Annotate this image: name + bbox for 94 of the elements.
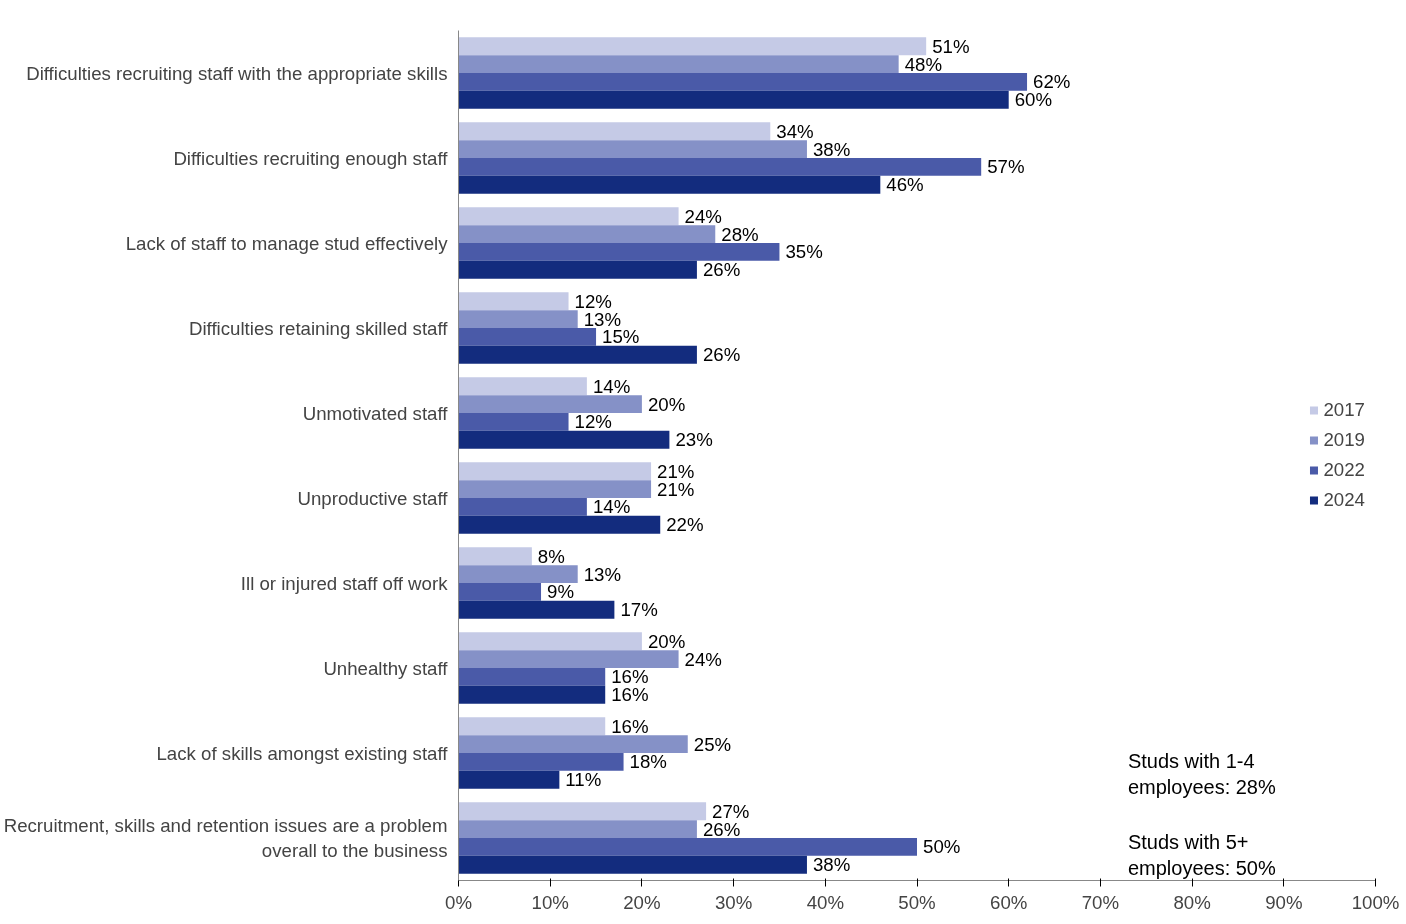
data-label: 38% [812, 138, 851, 160]
data-label: 12% [574, 411, 612, 433]
bar [458, 600, 615, 619]
legend-label: 2019 [1323, 429, 1365, 451]
x-tick-label: 10% [531, 891, 569, 913]
x-tick-label: 20% [623, 891, 661, 913]
bar [458, 770, 560, 789]
bar [458, 260, 697, 279]
bar [458, 668, 606, 686]
data-label: 17% [620, 599, 658, 621]
y-tick-label: Difficulties recruiting enough staff [173, 147, 449, 169]
bar [458, 140, 807, 158]
x-tick-label: 80% [1173, 891, 1211, 913]
bar [458, 243, 780, 261]
data-label: 11% [565, 769, 602, 791]
legend-label: 2017 [1323, 399, 1365, 421]
y-tick-label: Recruitment, skills and retention issues are a problem overall to the business [3, 814, 448, 862]
x-tick-label: 0% [445, 891, 472, 913]
data-label: 34% [776, 120, 814, 142]
legend-label: 2024 [1323, 489, 1365, 511]
data-label: 35% [785, 241, 823, 263]
bar [458, 158, 982, 176]
bar [458, 122, 771, 141]
y-tick-label: Unhealthy staff [323, 657, 449, 679]
y-tick-label: Difficulties recruiting staff with the appropriate skills [26, 62, 448, 84]
x-tick-label: 90% [1265, 891, 1303, 913]
data-label: 14% [592, 375, 631, 397]
data-label: 26% [702, 259, 741, 281]
bar [458, 515, 661, 534]
x-tick-label: 60% [990, 891, 1028, 913]
bar [458, 430, 670, 449]
data-label: 23% [675, 429, 713, 451]
data-label: 22% [666, 514, 704, 536]
x-tick-label: 50% [898, 891, 936, 913]
data-label: 25% [693, 733, 732, 755]
x-tick-label: 30% [714, 891, 753, 913]
data-label: 9% [547, 581, 574, 603]
bar [458, 802, 707, 821]
bar [458, 547, 532, 566]
bar [458, 90, 1009, 109]
bar [458, 310, 578, 328]
legend-label: 2022 [1323, 459, 1365, 481]
y-tick-label: Difficulties retaining skilled staff [188, 317, 449, 339]
bar [458, 717, 606, 736]
bar [458, 583, 542, 601]
data-label: 20% [647, 630, 686, 652]
data-label: 46% [886, 174, 924, 196]
bar [458, 480, 652, 498]
bar [458, 292, 569, 311]
bar [458, 650, 679, 668]
data-label: 28% [721, 223, 759, 245]
bar [458, 685, 606, 704]
data-label: 8% [537, 545, 565, 567]
data-label: 18% [629, 751, 667, 773]
bar [458, 377, 587, 396]
bar [458, 345, 697, 364]
bar [458, 37, 927, 56]
bar [458, 462, 652, 481]
data-label: 50% [923, 836, 961, 858]
data-label: 24% [684, 205, 722, 227]
x-tick-label: 40% [806, 891, 844, 913]
data-label: 14% [592, 496, 631, 518]
bar [458, 498, 587, 516]
bar [458, 207, 679, 226]
data-label: 13% [583, 563, 622, 585]
data-label: 57% [987, 156, 1025, 178]
annotation: Studs with 1-4 employees: 28% [1127, 750, 1276, 799]
data-label: 20% [647, 393, 686, 415]
bar [458, 328, 597, 346]
bar [458, 413, 569, 431]
bar [458, 735, 688, 753]
annotation: Studs with 5+ employees: 50% [1127, 830, 1276, 880]
bar [458, 753, 624, 771]
bar [458, 175, 881, 194]
bar [458, 855, 807, 874]
bar [458, 395, 642, 413]
bar [458, 55, 899, 73]
y-tick-label: Unproductive staff [297, 487, 449, 509]
x-tick-label: 70% [1081, 891, 1120, 913]
bar [458, 565, 578, 583]
data-label: 26% [702, 344, 741, 366]
y-tick-label: Ill or injured staff off work [240, 572, 449, 594]
data-label: 16% [611, 715, 649, 737]
data-label: 24% [684, 648, 722, 670]
bar [458, 225, 716, 243]
bar [458, 820, 697, 838]
bar [458, 838, 917, 856]
bar [458, 73, 1028, 91]
x-tick-label: 100% [1351, 891, 1400, 913]
y-tick-label: Unmotivated staff [302, 402, 449, 424]
y-tick-label: Lack of skills amongst existing staff [156, 742, 449, 764]
data-label: 38% [812, 854, 851, 876]
y-tick-label: Lack of staff to manage stud effectively [125, 232, 449, 254]
bar [458, 632, 642, 651]
